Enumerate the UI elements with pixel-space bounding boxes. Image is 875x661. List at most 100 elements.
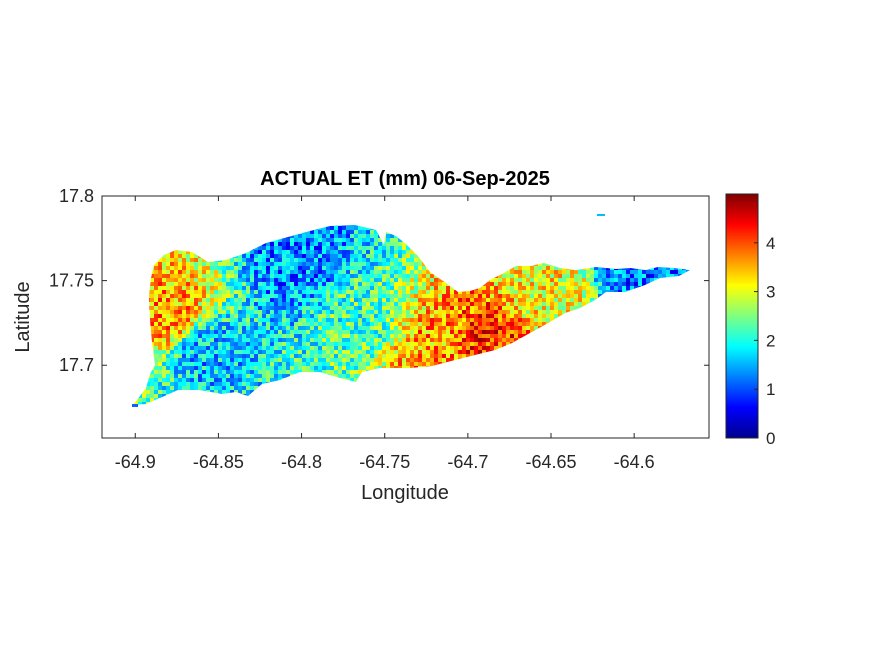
heatmap-cell [274, 322, 278, 326]
heatmap-cell [246, 318, 250, 322]
heatmap-cell [162, 278, 166, 282]
heatmap-cell [342, 230, 346, 234]
heatmap-cell [310, 310, 314, 314]
heatmap-cell [162, 302, 166, 306]
heatmap-cell [390, 278, 394, 282]
heatmap-cell [378, 298, 382, 302]
heatmap-cell [214, 330, 218, 334]
heatmap-cell [646, 278, 650, 282]
heatmap-cell [622, 290, 626, 294]
heatmap-cell [418, 358, 422, 362]
heatmap-cell [330, 298, 334, 302]
heatmap-cell [222, 286, 226, 290]
heatmap-cell [254, 318, 258, 322]
heatmap-cell [262, 246, 266, 250]
heatmap-cell [398, 242, 402, 246]
heatmap-cell [290, 354, 294, 358]
heatmap-cell [302, 250, 306, 254]
heatmap-cell [374, 334, 378, 338]
heatmap-cell [230, 294, 234, 298]
heatmap-cell [478, 286, 482, 290]
heatmap-cell [150, 282, 154, 286]
heatmap-cell [402, 242, 406, 246]
heatmap-cell [386, 318, 390, 322]
heatmap-cell [354, 238, 358, 242]
heatmap-cell [586, 290, 590, 294]
heatmap-cell [178, 306, 182, 310]
heatmap-cell [530, 310, 534, 314]
heatmap-cell [218, 354, 222, 358]
heatmap-cell [346, 246, 350, 250]
heatmap-cell [410, 358, 414, 362]
heatmap-cell [254, 282, 258, 286]
heatmap-cell [342, 250, 346, 254]
heatmap-cell [214, 282, 218, 286]
heatmap-cell [170, 270, 174, 274]
heatmap-cell [250, 278, 254, 282]
heatmap-cell [262, 254, 266, 258]
heatmap-cell [314, 274, 318, 278]
heatmap-cell [474, 342, 478, 346]
heatmap-cell [454, 290, 458, 294]
heatmap-cell [194, 358, 198, 362]
heatmap-cell [398, 254, 402, 258]
heatmap-cell [402, 294, 406, 298]
heatmap-cell [486, 318, 490, 322]
heatmap-cell [186, 354, 190, 358]
heatmap-cell [382, 294, 386, 298]
heatmap-cell [354, 262, 358, 266]
heatmap-cell [278, 254, 282, 258]
heatmap-cell [350, 306, 354, 310]
heatmap-cell [450, 310, 454, 314]
heatmap-cell [406, 270, 410, 274]
heatmap-cell [270, 306, 274, 310]
heatmap-cell [534, 302, 538, 306]
heatmap-cell [266, 242, 270, 246]
heatmap-cell [450, 286, 454, 290]
heatmap-cell [362, 278, 366, 282]
heatmap-cell [410, 314, 414, 318]
heatmap-cell [410, 330, 414, 334]
heatmap-cell [162, 346, 166, 350]
heatmap-cell [346, 326, 350, 330]
heatmap-cell [250, 318, 254, 322]
heatmap-cell [210, 342, 214, 346]
heatmap-cell [218, 262, 222, 266]
heatmap-cell [366, 294, 370, 298]
heatmap-cell [350, 230, 354, 234]
heatmap-cell [450, 326, 454, 330]
heatmap-cell [366, 306, 370, 310]
heatmap-cell [410, 254, 414, 258]
heatmap-cell [214, 310, 218, 314]
heatmap-cell [346, 262, 350, 266]
heatmap-cell [390, 270, 394, 274]
heatmap-cell [310, 334, 314, 338]
heatmap-cell [338, 354, 342, 358]
heatmap-cell [258, 362, 262, 366]
heatmap-cell [658, 274, 662, 278]
heatmap-cell [278, 266, 282, 270]
heatmap-cell [506, 302, 510, 306]
heatmap-cell [518, 322, 522, 326]
heatmap-cell [378, 326, 382, 330]
heatmap-cell [478, 342, 482, 346]
heatmap-cell [398, 286, 402, 290]
heatmap-cell [302, 342, 306, 346]
heatmap-cell [174, 362, 178, 366]
heatmap-cell [446, 302, 450, 306]
heatmap-cell [410, 250, 414, 254]
heatmap-cell [174, 314, 178, 318]
heatmap-cell [354, 258, 358, 262]
heatmap-cell [354, 270, 358, 274]
heatmap-cell [506, 306, 510, 310]
heatmap-cell [226, 354, 230, 358]
heatmap-cell [422, 278, 426, 282]
heatmap-cell [506, 338, 510, 342]
heatmap-cell [278, 326, 282, 330]
heatmap-cell [190, 282, 194, 286]
heatmap-cell [386, 278, 390, 282]
heatmap-cell [434, 278, 438, 282]
heatmap-cell [302, 306, 306, 310]
heatmap-cell [270, 242, 274, 246]
heatmap-cell [342, 350, 346, 354]
